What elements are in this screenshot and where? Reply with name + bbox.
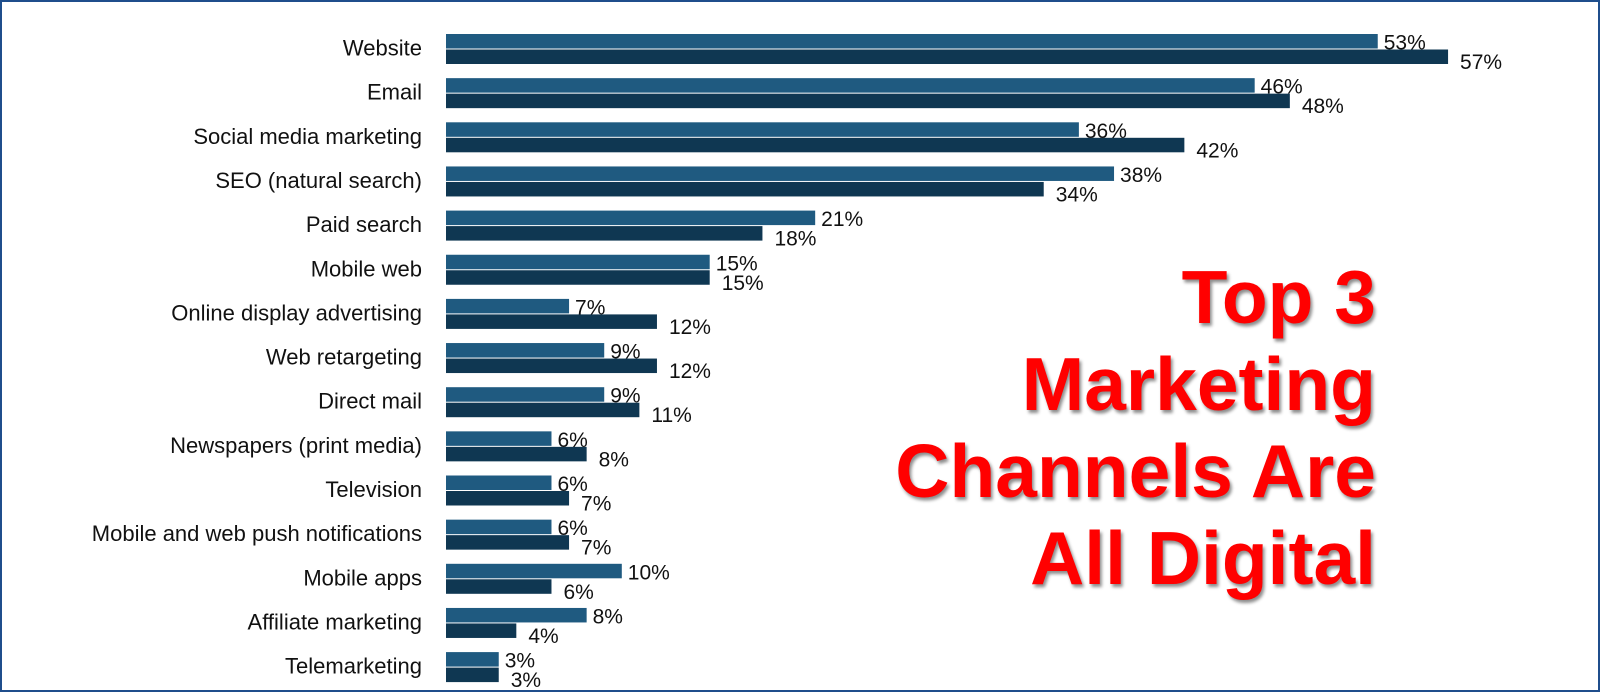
value-label-series-1: 53% [1384,32,1426,55]
bar-series-1 [446,210,816,226]
bar-series-2 [446,358,657,374]
bar-series-1 [446,519,552,535]
value-label-series-1: 38% [1120,164,1162,187]
value-label-series-1: 3% [505,650,535,673]
value-label-series-2: 18% [774,228,816,251]
bar-series-1 [446,122,1079,137]
value-label-series-2: 48% [1302,95,1344,118]
headline-line-1: Top 3 [1181,255,1376,339]
category-label: Mobile and web push notifications [92,521,422,546]
value-label-series-1: 6% [557,473,587,496]
category-label: Social media marketing [193,124,422,149]
bar-series-1 [446,387,605,402]
bar-series-1 [446,78,1255,93]
category-label: Website [343,36,422,61]
value-label-series-2: 4% [528,625,558,648]
bar-series-2 [446,226,763,241]
category-label: Affiliate marketing [248,609,422,634]
bar-series-1 [446,166,1115,181]
value-label-series-1: 8% [593,605,623,628]
value-label-series-2: 12% [669,360,711,383]
bar-series-1 [446,607,587,623]
value-label-series-1: 46% [1261,76,1303,99]
bar-series-2 [446,181,1044,197]
value-label-series-2: 57% [1460,51,1502,74]
bar-series-1 [446,343,605,358]
value-label-series-2: 34% [1056,183,1098,206]
value-label-series-2: 7% [581,537,611,560]
value-label-series-1: 15% [716,252,758,275]
value-label-series-1: 7% [575,296,605,319]
bar-series-2 [446,446,587,462]
bar-series-2 [446,535,570,550]
category-label: Television [325,477,422,502]
bar-series-2 [446,579,552,594]
category-label: Paid search [306,212,422,237]
value-label-series-1: 21% [821,208,863,231]
category-label: Email [367,80,422,105]
headline-line-3: Channels Are [895,429,1376,513]
value-label-series-2: 3% [511,669,541,690]
value-label-series-2: 42% [1196,139,1238,162]
value-label-series-1: 36% [1085,120,1127,143]
bar-series-2 [446,93,1290,109]
category-label: Newspapers (print media) [170,433,422,458]
headline-line-4: All Digital [1030,516,1376,600]
bar-series-1 [446,34,1378,49]
value-label-series-2: 11% [651,404,691,427]
category-label: SEO (natural search) [215,168,422,193]
value-label-series-1: 9% [610,385,640,408]
bar-series-2 [446,270,710,285]
bar-series-2 [446,137,1185,153]
category-label: Mobile apps [303,565,422,590]
value-label-series-2: 8% [599,448,629,471]
bar-series-2 [446,402,640,418]
bar-series-1 [446,652,499,667]
bar-series-1 [446,254,710,270]
bar-series-2 [446,623,517,638]
headline-line-2: Marketing [1021,342,1376,426]
bar-series-2 [446,314,657,329]
bar-series-1 [446,475,552,490]
bar-series-2 [446,491,570,506]
bar-series-2 [446,49,1449,64]
bar-series-1 [446,431,552,446]
value-label-series-2: 6% [563,581,593,604]
value-label-series-1: 6% [557,517,587,540]
value-label-series-1: 6% [557,429,587,452]
category-label: Telemarketing [285,654,422,679]
category-label: Online display advertising [171,300,422,325]
value-label-series-1: 10% [628,561,670,584]
bar-series-1 [446,298,570,314]
value-label-series-2: 12% [669,316,711,339]
headline: Top 3 Marketing Channels Are All Digital [776,254,1376,602]
value-label-series-2: 15% [722,272,764,295]
bar-series-2 [446,667,499,683]
value-label-series-2: 7% [581,493,611,516]
category-label: Mobile web [311,256,422,281]
value-label-series-1: 9% [610,341,640,364]
category-label: Web retargeting [266,345,422,370]
bars-group [446,34,1449,683]
category-label: Direct mail [318,389,422,414]
bar-series-1 [446,563,622,579]
labels-group: Website 53% 57% Email 46%48% Social media mar… [92,32,1502,691]
